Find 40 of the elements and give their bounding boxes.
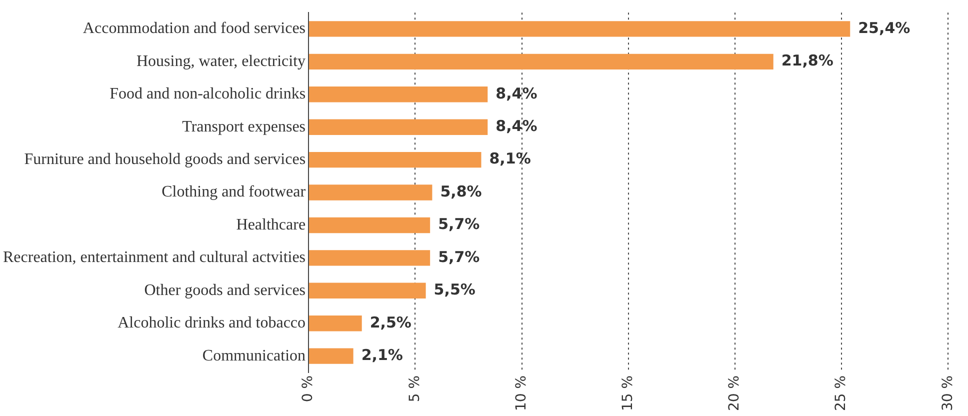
x-tick-label: 20 %: [726, 375, 743, 412]
y-tick-label: Other goods and services: [144, 282, 306, 299]
y-tick-label: Accommodation and food services: [82, 20, 306, 38]
bar: [309, 21, 850, 37]
bar: [309, 250, 430, 266]
bar: [309, 184, 432, 200]
bar: [309, 282, 426, 299]
y-tick-label: Clothing and footwear: [162, 184, 306, 201]
bar: [309, 217, 430, 234]
data-label: 25,4%: [858, 18, 910, 37]
bar: [309, 348, 354, 364]
data-label: 5,7%: [438, 248, 480, 266]
bar: [309, 119, 488, 135]
x-tick-label: 10 %: [513, 375, 530, 412]
data-label: 8,4%: [496, 116, 538, 135]
y-tick-label: Healthcare: [236, 216, 306, 234]
bar: [309, 152, 482, 168]
y-tick-label: Communication: [202, 347, 306, 364]
y-tick-label: Transport expenses: [182, 118, 306, 136]
data-label: 8,1%: [489, 150, 531, 168]
y-tick-label: Alcoholic drinks and tobacco: [118, 314, 306, 332]
y-tick-label: Recreation, entertainment and cultural actvities: [2, 249, 306, 266]
data-label: 5,5%: [434, 280, 476, 299]
data-label: 5,7%: [438, 215, 480, 234]
data-label: 5,8%: [440, 182, 482, 200]
x-tick-label: 25 %: [833, 375, 850, 412]
data-label: 2,1%: [361, 346, 403, 364]
y-tick-label: Housing, water, electricity: [136, 52, 306, 70]
data-label: 2,5%: [370, 313, 412, 332]
bar: [309, 86, 488, 102]
bar: [309, 54, 774, 70]
x-tick-label: 5 %: [406, 375, 423, 402]
bar: [309, 316, 362, 332]
y-tick-label: Furniture and household goods and services: [24, 151, 306, 168]
data-label: 21,8%: [781, 52, 834, 70]
x-tick-label: 30 %: [940, 375, 956, 412]
data-label: 8,4%: [496, 84, 538, 102]
x-tick-label: 15 %: [620, 375, 636, 412]
y-tick-label: Food and non-alcoholic drinks: [110, 86, 306, 103]
x-tick-label: 0 %: [300, 375, 316, 402]
